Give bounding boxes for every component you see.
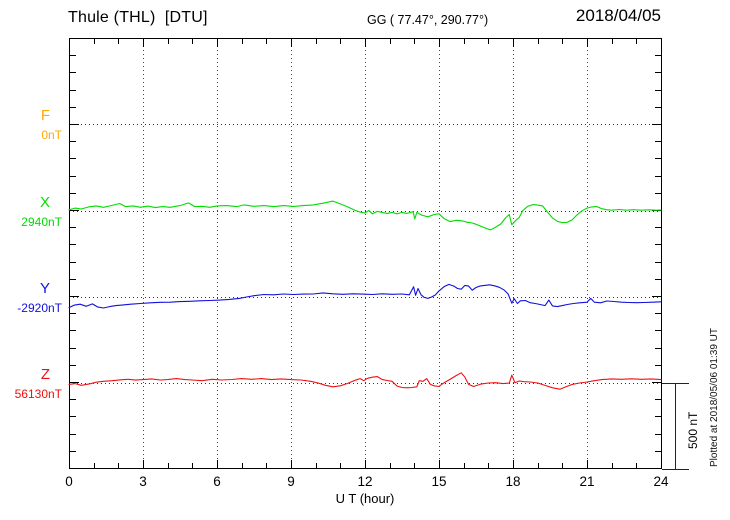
channel-baseline-value-y: -2920nT (17, 300, 62, 315)
trace-x (68, 200, 662, 231)
channel-baseline-value-f: 0nT (41, 128, 62, 142)
x-tick-label-12: 12 (357, 474, 373, 489)
scale-bar-label: 500 nT (686, 411, 700, 449)
channel-letter-x: X (39, 193, 50, 211)
x-tick-label-18: 18 (505, 474, 521, 489)
channel-label-y: Y -2920nT (2, 280, 62, 315)
x-tick-label-6: 6 (213, 474, 221, 489)
channel-label-x: X 2940nT (2, 194, 62, 229)
plotted-timestamp: Plotted at 2018/05/06 01:39 UT (709, 328, 720, 467)
date-label: 2018/04/05 (575, 6, 661, 25)
x-tick-label-15: 15 (431, 474, 447, 489)
x-tick-label-3: 3 (139, 474, 147, 489)
channel-letter-z: Z (40, 365, 50, 383)
channel-baseline-value-x: 2940nT (21, 214, 62, 229)
trace-y (68, 283, 662, 309)
plot-frame (69, 38, 662, 469)
channel-label-z: Z 56130nT (2, 366, 62, 401)
x-tick-label-24: 24 (653, 474, 669, 489)
channel-baseline-value-z: 56130nT (14, 386, 62, 401)
x-tick-label-0: 0 (65, 474, 73, 489)
x-tick-label-9: 9 (287, 474, 295, 489)
channel-letter-f: F (40, 107, 50, 124)
channel-label-f: F 0nT (2, 107, 62, 142)
channel-letter-y: Y (39, 279, 50, 297)
x-tick-label-21: 21 (579, 474, 595, 489)
x-axis-title: U T (hour) (335, 491, 395, 506)
geo-coords: GG ( 77.47°, 290.77°) (367, 13, 489, 27)
trace-z (68, 372, 662, 390)
station-title: Thule (THL) [DTU] (68, 9, 208, 26)
